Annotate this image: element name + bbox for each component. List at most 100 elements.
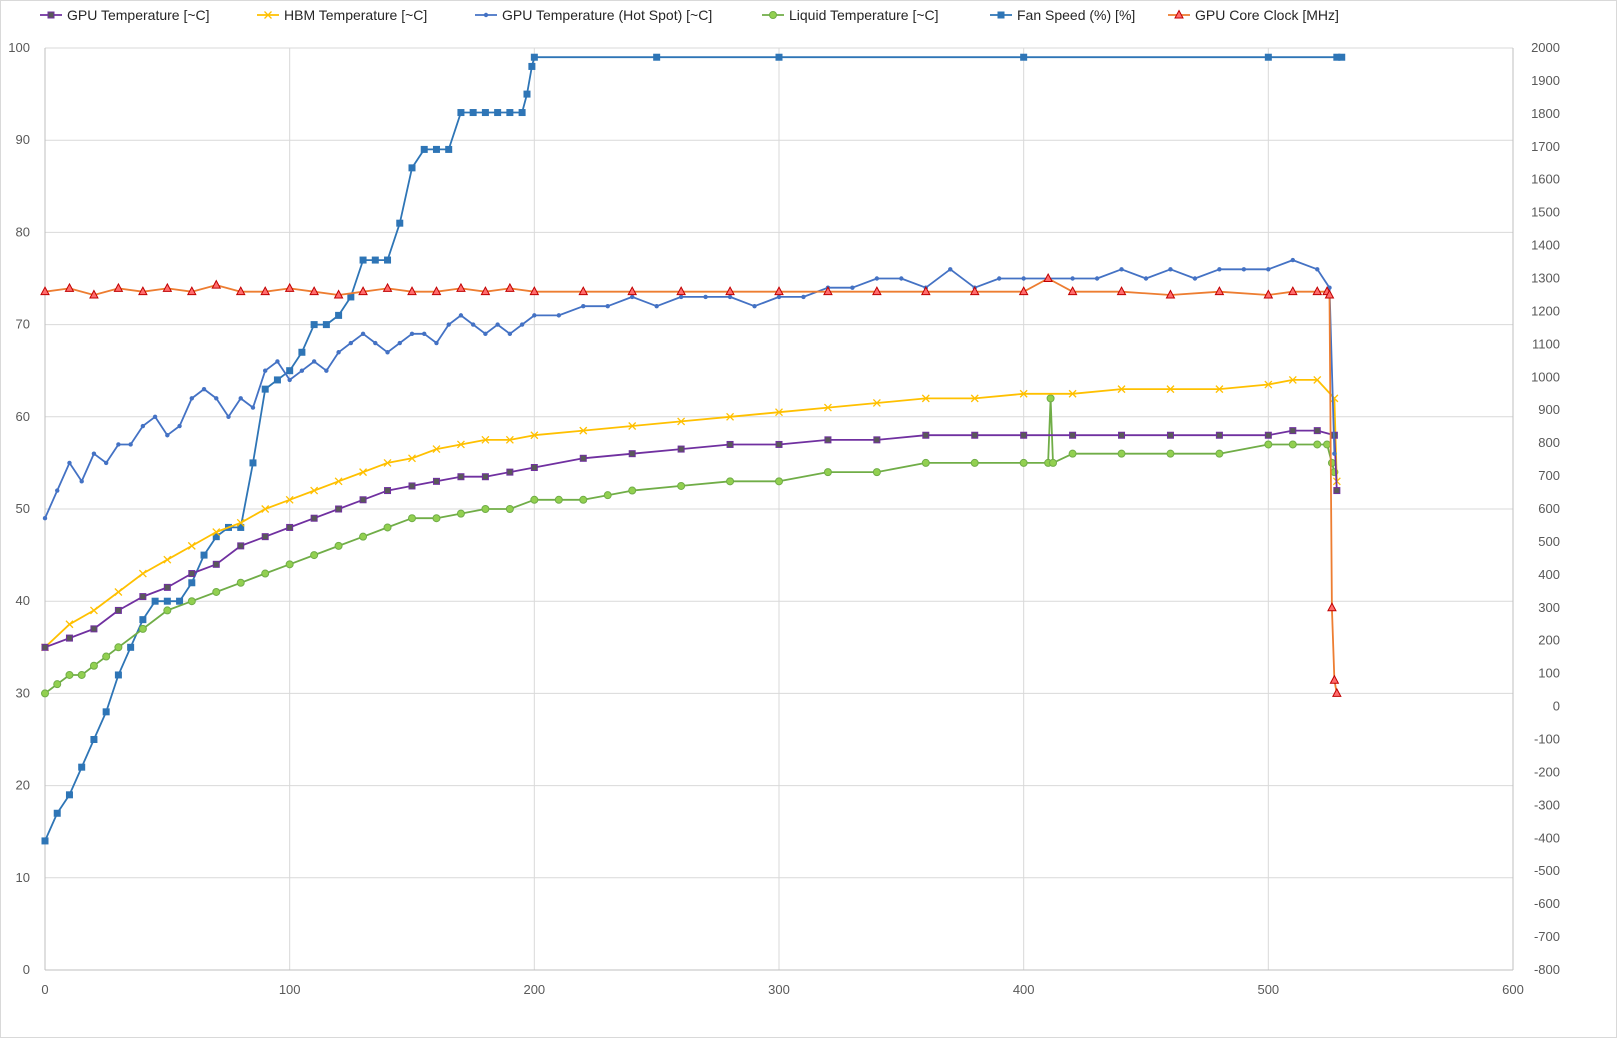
legend-label: GPU Temperature [~C] xyxy=(67,7,210,23)
x-axis-tick-label: 200 xyxy=(523,982,545,997)
data-point xyxy=(677,445,685,453)
data-point xyxy=(335,505,343,513)
legend-item-4[interactable]: Fan Speed (%) [%] xyxy=(990,7,1135,23)
data-point xyxy=(1070,276,1075,281)
data-point xyxy=(874,276,880,281)
data-point xyxy=(1315,267,1320,272)
data-point xyxy=(603,491,612,500)
data-point xyxy=(432,145,440,153)
legend-label: Fan Speed (%) [%] xyxy=(1017,7,1135,23)
data-point xyxy=(1332,451,1337,456)
data-point xyxy=(850,285,855,290)
data-point xyxy=(921,394,930,403)
data-point xyxy=(1049,458,1058,467)
data-point xyxy=(91,451,97,456)
y-axis-tick-label: 100 xyxy=(8,40,30,55)
data-point xyxy=(311,359,317,364)
data-point xyxy=(456,282,466,292)
legend-item-1[interactable]: HBM Temperature [~C] xyxy=(257,7,427,23)
data-point xyxy=(177,423,182,429)
data-point xyxy=(114,643,123,652)
y2-axis-tick-label: 800 xyxy=(1538,435,1560,450)
data-point xyxy=(408,514,416,523)
data-point xyxy=(163,597,171,605)
data-point xyxy=(89,661,98,670)
legend-item-0[interactable]: GPU Temperature [~C] xyxy=(40,7,210,23)
data-point xyxy=(214,396,219,401)
data-point xyxy=(1020,431,1028,439)
legend-item-3[interactable]: Liquid Temperature [~C] xyxy=(762,7,939,23)
legend[interactable]: GPU Temperature [~C] HBM Temperature [~C]… xyxy=(40,7,1339,23)
data-point xyxy=(138,286,148,296)
data-point xyxy=(163,583,171,591)
data-point xyxy=(899,276,904,281)
data-point xyxy=(446,322,451,327)
data-point xyxy=(1288,375,1297,384)
data-point xyxy=(530,431,539,440)
data-point xyxy=(505,435,514,444)
data-point xyxy=(408,482,416,490)
data-point xyxy=(1214,286,1225,296)
data-point xyxy=(382,282,393,292)
data-point xyxy=(114,606,122,614)
y2-axis-tick-label: 300 xyxy=(1538,600,1560,615)
data-point xyxy=(530,53,538,61)
data-point xyxy=(212,528,221,537)
data-point xyxy=(481,435,490,444)
data-point xyxy=(200,551,208,559)
data-point xyxy=(226,414,231,419)
data-point xyxy=(286,523,294,531)
y2-axis-tick-label: 400 xyxy=(1538,567,1560,582)
data-point xyxy=(775,477,783,486)
legend-item-2[interactable]: GPU Temperature (Hot Spot) [~C] xyxy=(475,7,712,23)
data-point xyxy=(359,532,368,541)
legend-marker xyxy=(47,11,55,19)
y-axis-tick-label: 70 xyxy=(16,317,30,332)
data-point xyxy=(1143,276,1149,281)
y2-axis-tick-label: -800 xyxy=(1534,962,1560,977)
data-point xyxy=(163,606,172,615)
data-point xyxy=(1324,289,1335,299)
legend-item-5[interactable]: GPU Core Clock [MHz] xyxy=(1168,7,1339,23)
data-point xyxy=(261,533,269,541)
data-point xyxy=(285,495,294,504)
data-point xyxy=(483,331,488,337)
data-point xyxy=(1263,289,1274,299)
data-point xyxy=(948,267,953,272)
data-point xyxy=(77,670,86,679)
y2-axis-tick-label: 1800 xyxy=(1531,106,1560,121)
y2-axis-tick-label: 1100 xyxy=(1532,336,1560,351)
y2-axis-tick-label: 500 xyxy=(1538,534,1560,549)
data-point xyxy=(359,468,368,477)
data-point xyxy=(823,403,832,412)
data-point xyxy=(1166,431,1174,439)
data-point xyxy=(261,569,270,578)
data-point xyxy=(1241,267,1247,272)
data-point xyxy=(408,454,416,463)
data-point xyxy=(1118,431,1126,439)
data-point xyxy=(1264,440,1273,449)
data-point xyxy=(139,593,147,601)
data-point xyxy=(556,313,561,318)
data-point xyxy=(336,350,341,355)
data-point xyxy=(970,458,979,467)
y-axis-tick-label: 0 xyxy=(23,962,30,977)
data-point xyxy=(969,286,980,296)
y2-axis-tick-label: -300 xyxy=(1534,797,1560,812)
y2-axis-tick-label: -500 xyxy=(1534,863,1560,878)
data-point xyxy=(630,294,635,300)
data-point xyxy=(628,422,637,430)
data-point xyxy=(359,496,367,504)
data-point xyxy=(727,294,733,300)
series-3 xyxy=(41,394,1339,698)
legend-label: GPU Temperature (Hot Spot) [~C] xyxy=(502,7,712,23)
data-point xyxy=(532,313,537,318)
data-point xyxy=(273,376,281,384)
data-point xyxy=(1192,276,1198,281)
data-point xyxy=(1329,674,1340,684)
data-point xyxy=(64,282,75,292)
data-point xyxy=(1166,449,1175,458)
data-point xyxy=(726,477,735,486)
data-point xyxy=(235,286,246,296)
